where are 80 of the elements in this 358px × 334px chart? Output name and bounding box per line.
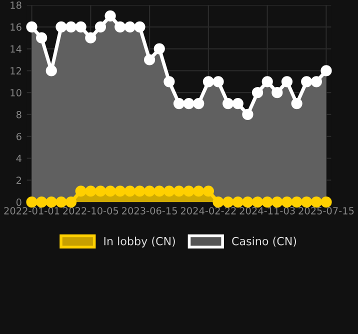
point	[94, 21, 106, 32]
point	[154, 186, 165, 197]
point	[291, 98, 302, 110]
point	[26, 21, 38, 32]
point	[124, 186, 136, 197]
point	[262, 196, 273, 208]
x-tick-label: 2022-01-01	[4, 207, 60, 214]
y-tick-label: 14	[10, 45, 22, 52]
x-tick-label: 2022-10-05	[63, 207, 118, 214]
point	[202, 76, 214, 88]
x-tick-label: 2024-02-22	[180, 207, 236, 214]
point	[281, 196, 293, 208]
point	[65, 196, 77, 208]
point	[85, 32, 96, 44]
point	[144, 54, 156, 66]
point	[320, 65, 332, 76]
y-tick-label: 18	[10, 1, 22, 9]
point	[26, 196, 38, 208]
point	[75, 21, 86, 32]
legend-label: In lobby (CN)	[104, 236, 175, 248]
point	[154, 43, 165, 54]
point	[272, 87, 283, 98]
y-tick-label: 4	[16, 154, 22, 162]
x-tick-label: 2023-06-15	[122, 207, 177, 214]
point	[212, 76, 224, 88]
point	[193, 98, 204, 110]
point	[46, 65, 57, 76]
point	[301, 76, 312, 88]
point	[272, 196, 283, 208]
point	[94, 186, 106, 197]
y-tick-label: 16	[10, 23, 22, 31]
point	[232, 196, 244, 208]
point	[134, 21, 146, 32]
y-tick-label: 12	[10, 67, 22, 74]
y-tick-label: 0	[16, 198, 22, 206]
point	[46, 196, 57, 208]
point	[310, 76, 322, 88]
point	[75, 186, 86, 197]
point	[36, 196, 48, 208]
point	[173, 186, 185, 197]
point	[291, 196, 302, 208]
point	[104, 10, 116, 22]
point	[310, 196, 322, 208]
point	[222, 196, 234, 208]
point	[262, 76, 273, 88]
point	[134, 186, 146, 197]
point	[144, 186, 156, 197]
point	[173, 98, 185, 110]
point	[301, 196, 312, 208]
point	[193, 186, 204, 197]
point	[36, 32, 48, 44]
point	[232, 98, 244, 110]
point	[202, 186, 214, 197]
point	[124, 21, 136, 32]
point	[183, 98, 194, 110]
y-tick-label: 10	[10, 89, 22, 96]
point	[242, 108, 254, 120]
point	[164, 76, 175, 88]
point	[222, 98, 234, 110]
point	[56, 196, 67, 208]
x-tick-label: 2025-07-15	[298, 207, 354, 214]
y-tick-label: 2	[16, 176, 22, 184]
point	[212, 196, 224, 208]
x-tick-label: 2024-11-03	[240, 207, 295, 214]
point	[85, 186, 96, 197]
y-tick-label: 6	[16, 132, 22, 140]
point	[281, 76, 293, 88]
point	[56, 21, 67, 32]
point	[114, 21, 126, 32]
point	[114, 186, 126, 197]
point	[104, 186, 116, 197]
legend-label: Casino (CN)	[232, 236, 296, 247]
point	[252, 196, 264, 208]
point	[164, 186, 175, 197]
point	[252, 87, 264, 98]
y-tick-label: 8	[16, 110, 22, 118]
point	[242, 196, 254, 208]
point	[183, 186, 194, 197]
point	[65, 21, 77, 32]
point	[320, 196, 332, 208]
